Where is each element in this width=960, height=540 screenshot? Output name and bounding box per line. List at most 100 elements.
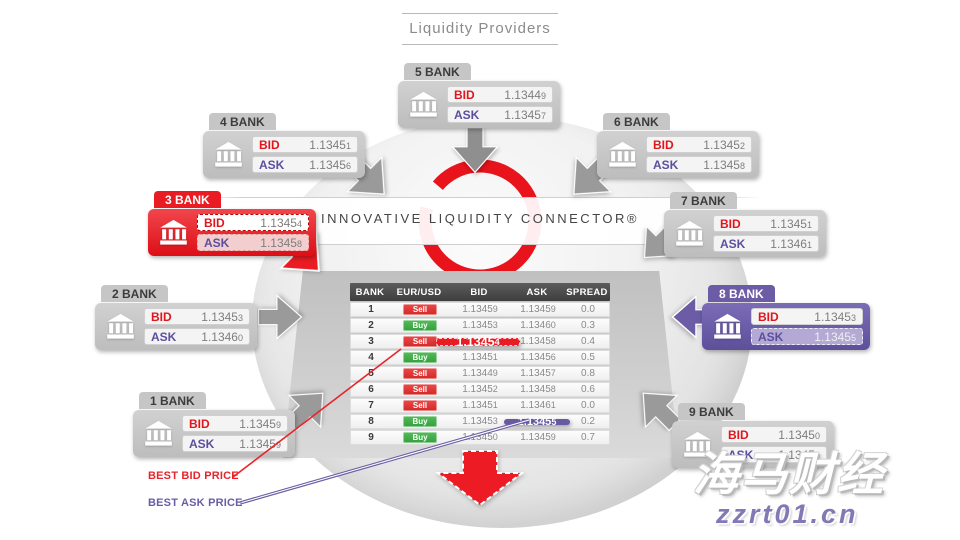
cell-bid: 1.13452 [462, 384, 498, 395]
arrow-right-icon [257, 294, 303, 340]
ask-label: ASK [758, 329, 784, 344]
bid-quote: BID 1.13449 [447, 86, 553, 103]
bid-label: BID [728, 427, 749, 442]
table-row: 7 Sell 1.13451 1.13461 0.0 [350, 398, 610, 413]
table-header-row: BANK EUR/USD BID ASK SPREAD [350, 283, 610, 301]
bid-quote: BID 1.13450 [721, 426, 827, 443]
table-row: 4 Buy 1.13451 1.13456 0.5 [350, 350, 610, 365]
bid-value: 1.13454 [260, 215, 302, 230]
buy-badge: Buy [403, 352, 437, 363]
bank-label: 2 BANK [101, 285, 168, 302]
sell-badge: Sell [403, 400, 437, 411]
buy-badge: Buy [403, 320, 437, 331]
output-arrow-icon [436, 449, 524, 507]
ask-label: ASK [728, 447, 754, 462]
ask-quote: ASK 1.13458 [646, 156, 752, 173]
bank-icon [145, 420, 172, 446]
cell-ask: 1.13458 [520, 384, 556, 395]
best-bid-callout: 1.1345 4 [436, 335, 520, 349]
bank-box-1: 1 BANK BID 1.13459 ASK 1.13459 [133, 392, 295, 457]
header-ask: ASK [526, 286, 548, 298]
bid-value: 1.13453 [814, 309, 856, 324]
table-row: 1 Sell 1.13459 1.13459 0.0 [350, 302, 610, 317]
cell-side: Buy [391, 320, 449, 331]
cell-spread: 0.6 [581, 384, 595, 395]
ask-label: ASK [189, 436, 215, 451]
cell-spread: 0.3 [581, 320, 595, 331]
bid-label: BID [653, 137, 674, 152]
bid-label: BID [204, 215, 225, 230]
cell-side: Sell [391, 336, 449, 347]
ask-value: 1.13456 [309, 157, 351, 172]
cell-side: Sell [391, 368, 449, 379]
bank-box-9: 9 BANK BID 1.13450 ASK 1.13459 [672, 403, 834, 468]
ask-value: 1.13461 [770, 236, 812, 251]
ask-quote: ASK 1.13459 [182, 435, 288, 452]
bid-value: 1.13451 [309, 137, 351, 152]
header-bank: BANK [355, 286, 385, 298]
table-row: 9 Buy 1.13450 1.13459 0.7 [350, 430, 610, 445]
bank-label: 8 BANK [708, 285, 775, 302]
buy-badge: Buy [403, 416, 437, 427]
buy-badge: Buy [403, 432, 437, 443]
ask-label: ASK [653, 157, 679, 172]
bid-quote: BID 1.13451 [713, 215, 819, 232]
page-title: Liquidity Providers [402, 13, 558, 45]
bid-label: BID [758, 309, 779, 324]
cell-spread: 0.7 [581, 432, 595, 443]
cell-spread: 0.0 [581, 304, 595, 315]
ask-value: 1.13459 [239, 436, 281, 451]
best-bid-price-label: BEST BID PRICE [148, 470, 239, 482]
ask-value: 1.13459 [778, 447, 820, 462]
cell-bid: 1.13450 [462, 432, 498, 443]
cell-bid: 1.13451 [462, 400, 498, 411]
sell-badge: Sell [403, 304, 437, 315]
ask-label: ASK [720, 236, 746, 251]
ask-quote-best: ASK 1.13455 [751, 328, 863, 345]
bank-box-7: 7 BANK BID 1.13451 ASK 1.13461 [664, 192, 826, 257]
cell-ask: 1.13458 [520, 336, 556, 347]
bank-box-5: 5 BANK BID 1.13449 ASK 1.13457 [398, 63, 560, 128]
bid-value: 1.13451 [770, 216, 812, 231]
bank-icon [160, 219, 187, 245]
connector-ring-icon [418, 159, 542, 283]
header-bid: BID [470, 286, 488, 298]
cell-bank-number: 1 [368, 304, 374, 315]
cell-side: Sell [391, 384, 449, 395]
ask-value: 1.13457 [504, 107, 546, 122]
bank-icon [609, 141, 636, 167]
cell-ask: 1.13459 [520, 304, 556, 315]
sell-badge: Sell [403, 336, 437, 347]
bank-box-4: 4 BANK BID 1.13451 ASK 1.13456 [203, 113, 365, 178]
cell-side: Buy [391, 416, 449, 427]
cell-ask: 1.13457 [520, 368, 556, 379]
ask-quote: ASK 1.13456 [252, 156, 358, 173]
bid-quote: BID 1.13451 [252, 136, 358, 153]
cell-bank-number: 2 [368, 320, 374, 331]
bank-label: 5 BANK [404, 63, 471, 80]
cell-ask: 1.13459 [520, 432, 556, 443]
best-ask-callout: 1.1345 5 [504, 416, 570, 428]
header-spread: SPREAD [566, 286, 608, 298]
bid-quote: BID 1.13453 [751, 308, 863, 325]
cell-bank-number: 6 [368, 384, 374, 395]
bank-label: 3 BANK [154, 191, 221, 208]
cell-spread: 0.0 [581, 400, 595, 411]
ask-quote: ASK 1.13460 [144, 328, 250, 345]
bank-icon [714, 313, 741, 339]
bid-quote: BID 1.13452 [646, 136, 752, 153]
bid-value: 1.13449 [504, 87, 546, 102]
table-row: 2 Buy 1.13453 1.13460 0.3 [350, 318, 610, 333]
cell-bid: 1.13459 [462, 304, 498, 315]
bank-box-6: 6 BANK BID 1.13452 ASK 1.13458 [597, 113, 759, 178]
ask-value: 1.13455 [814, 329, 856, 344]
watermark-cn: 海马财经 [693, 448, 885, 500]
cell-side: Sell [391, 400, 449, 411]
cell-bid: 1.13449 [462, 368, 498, 379]
bid-label: BID [259, 137, 280, 152]
ask-quote: ASK 1.13459 [721, 446, 827, 463]
connector-label: INNOVATIVE LIQUIDITY CONNECTOR® [321, 211, 639, 226]
cell-bid: 1.13453 [462, 416, 498, 427]
cell-bank-number: 5 [368, 368, 374, 379]
bid-label: BID [151, 309, 172, 324]
